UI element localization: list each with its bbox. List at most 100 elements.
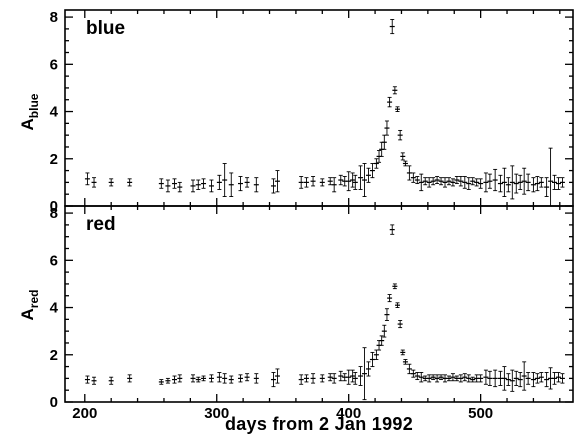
data-point-red — [310, 373, 316, 384]
data-point-blue — [216, 174, 222, 190]
data-point-blue — [327, 177, 333, 186]
data-point-red — [517, 372, 523, 388]
data-point-red — [509, 369, 515, 392]
data-point-red — [521, 361, 527, 391]
data-point-blue — [108, 178, 114, 187]
data-point-red — [478, 374, 484, 383]
data-point-red — [369, 351, 375, 368]
data-point-red — [513, 370, 519, 386]
data-point-red — [400, 349, 406, 356]
data-point-red — [350, 369, 356, 383]
data-point-red — [538, 372, 544, 383]
data-point-blue — [422, 177, 428, 186]
data-point-blue — [458, 176, 464, 187]
data-point-red — [270, 372, 276, 388]
data-point-blue — [474, 178, 480, 187]
data-point-red — [216, 372, 222, 383]
x-tick-label: 300 — [204, 405, 229, 422]
y-tick-label: 2 — [50, 347, 58, 364]
data-point-blue — [319, 178, 325, 187]
data-point-blue — [414, 176, 420, 185]
data-point-red — [559, 373, 565, 384]
data-point-blue — [395, 106, 401, 112]
x-axis-label: days from 2 Jan 1992 — [225, 414, 413, 434]
data-point-red — [548, 367, 554, 390]
data-point-blue — [483, 172, 489, 193]
data-point-blue — [350, 172, 356, 188]
x-tick-label: 400 — [336, 405, 361, 422]
data-point-red — [505, 373, 511, 386]
y-tick-label: 4 — [50, 300, 59, 317]
data-point-red — [190, 374, 196, 383]
data-point-red — [410, 369, 416, 378]
data-point-blue — [158, 178, 164, 189]
data-point-blue — [470, 177, 476, 186]
data-point-red — [195, 376, 201, 383]
panel-red-label: red — [86, 214, 116, 235]
data-point-blue — [487, 173, 493, 189]
data-point-blue — [222, 163, 228, 198]
data-point-red — [201, 375, 207, 382]
data-point-red — [244, 373, 250, 382]
data-point-red — [555, 372, 561, 383]
data-point-red — [501, 366, 507, 391]
data-point-blue — [331, 177, 337, 193]
data-point-blue — [402, 160, 408, 167]
data-point-red — [165, 377, 171, 384]
data-point-red — [438, 374, 444, 381]
data-point-blue — [450, 178, 456, 187]
data-point-blue — [462, 176, 468, 189]
data-point-red — [430, 374, 436, 381]
y-tick-label: 2 — [50, 151, 58, 168]
data-point-red — [402, 359, 408, 365]
panel-blue-ylabel-sub: blue — [27, 93, 41, 118]
data-point-red — [358, 366, 364, 386]
data-point-red — [172, 375, 178, 384]
data-point-blue — [418, 173, 424, 192]
panel-blue-data — [84, 18, 565, 206]
y-tick-label: 6 — [50, 56, 58, 73]
panel-blue-ylabel-main: A — [18, 118, 37, 130]
data-point-red — [418, 372, 424, 383]
data-point-blue — [270, 178, 276, 194]
data-point-blue — [497, 174, 503, 193]
data-point-blue — [177, 181, 183, 193]
data-point-red — [298, 374, 304, 385]
data-point-blue — [454, 176, 460, 185]
data-point-red — [319, 374, 325, 383]
y-tick-label: 8 — [50, 9, 58, 26]
data-point-blue — [559, 177, 565, 188]
svg-text:Ablue: Ablue — [18, 93, 41, 130]
data-point-blue — [346, 171, 352, 192]
data-point-red — [373, 349, 379, 360]
data-point-blue — [534, 176, 540, 192]
data-point-red — [346, 369, 352, 385]
data-point-blue — [365, 167, 371, 183]
data-point-blue — [548, 147, 554, 206]
data-point-blue — [552, 174, 558, 190]
panel-blue-ticks: 0 2 4 6 8 — [50, 9, 573, 215]
data-point-red — [253, 373, 259, 384]
y-tick-label: 0 — [50, 198, 58, 215]
data-point-red — [331, 373, 337, 384]
data-point-blue — [492, 168, 498, 192]
data-point-blue — [237, 176, 243, 192]
data-point-red — [406, 363, 412, 375]
data-point-blue — [501, 167, 507, 198]
data-point-blue — [478, 178, 484, 189]
data-point-blue — [303, 177, 309, 188]
data-point-blue — [381, 134, 387, 150]
data-point-blue — [358, 165, 364, 190]
data-point-blue — [505, 177, 511, 193]
y-tick-label: 0 — [50, 394, 58, 411]
data-point-red — [352, 372, 358, 385]
panel-red-ylabel-sub: red — [27, 290, 41, 309]
data-point-red — [303, 374, 309, 383]
data-point-blue — [228, 172, 234, 198]
data-point-blue — [406, 165, 412, 181]
panel-blue: blue Ablue 0 2 4 6 8 — [18, 9, 574, 215]
data-point-blue — [397, 129, 403, 141]
data-point-blue — [190, 179, 196, 193]
data-point-blue — [389, 18, 395, 35]
data-point-blue — [387, 96, 393, 108]
